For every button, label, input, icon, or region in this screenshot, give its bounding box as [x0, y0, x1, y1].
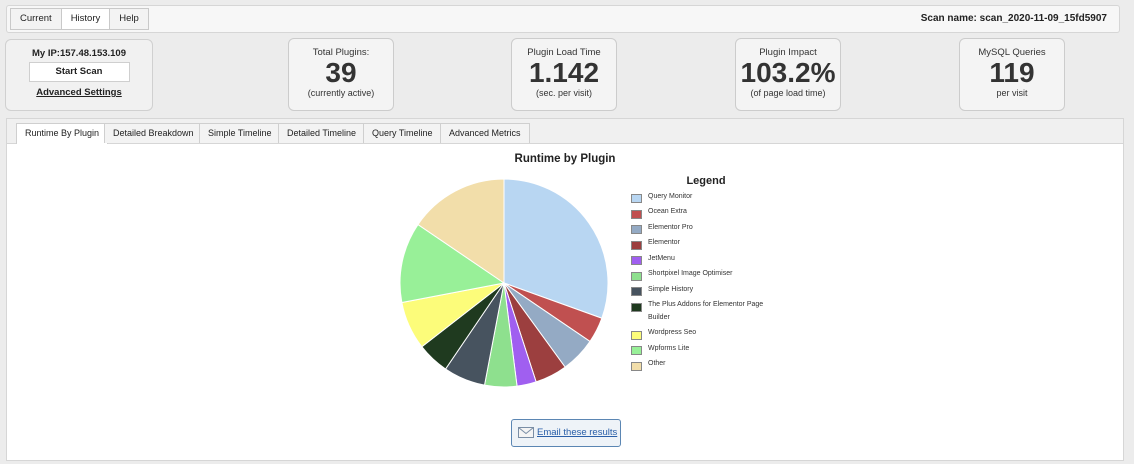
- legend-label: Simple History: [648, 285, 694, 293]
- chart-legend: Legend Query Monitor Ocean Extra Elementor…: [631, 175, 781, 376]
- tab-advanced-metrics[interactable]: Advanced Metrics: [440, 123, 530, 143]
- stat-sub: (of page load time): [750, 88, 826, 98]
- legend-item: Simple History: [631, 286, 781, 296]
- legend-item: Wpforms Lite: [631, 345, 781, 355]
- legend-swatch: [631, 271, 642, 281]
- legend-swatch: [631, 194, 642, 203]
- legend-swatch: [631, 361, 642, 371]
- pie-slice-query-monitor: [503, 178, 609, 319]
- my-ip: My IP:157.48.153.109: [31, 48, 126, 59]
- legend-swatch: [631, 240, 642, 250]
- pie-slice-wpforms-lite: [399, 223, 506, 304]
- email-results-label: Email these results: [537, 427, 618, 438]
- legend-item: Query Monitor: [631, 193, 781, 203]
- legend-item: Wordpress Seo: [631, 329, 781, 340]
- legend-item: Ocean Extra: [631, 208, 781, 219]
- stat-value: 119: [989, 57, 1035, 88]
- legend-label: Shortpixel Image Optimiser: [648, 270, 733, 277]
- stat-sub: (sec. per visit): [535, 88, 592, 98]
- legend-title: Legend: [686, 175, 726, 187]
- stat-label: Total Plugins:: [312, 47, 370, 58]
- legend-swatch: [631, 346, 642, 355]
- top-bar: Current History Help Scan name: scan_202…: [6, 5, 1120, 33]
- legend-item: Other: [631, 360, 781, 371]
- legend-item: Elementor Pro: [631, 224, 781, 234]
- nav-help[interactable]: Help: [109, 8, 149, 30]
- stat-mysql-queries: MySQL Queries 119 per visit: [959, 38, 1065, 111]
- envelope-icon: [518, 427, 534, 438]
- legend-label: Elementor Pro: [648, 223, 693, 231]
- stat-label: Plugin Impact: [759, 47, 817, 58]
- legend-item: JetMenu: [631, 255, 781, 265]
- nav-history[interactable]: History: [60, 8, 111, 30]
- legend-label: Other: [648, 360, 666, 367]
- tab-detailed-breakdown[interactable]: Detailed Breakdown: [104, 123, 203, 143]
- stat-sub: per visit: [996, 88, 1028, 98]
- start-scan-button[interactable]: Start Scan: [28, 62, 130, 82]
- stat-label: MySQL Queries: [978, 47, 1046, 58]
- runtime-pie-chart: [399, 178, 609, 388]
- stat-value: 1.142: [528, 57, 600, 88]
- legend-item: The Plus Addons for Elementor Page Build…: [631, 301, 781, 325]
- legend-label: Query Monitor: [648, 192, 693, 200]
- legend-swatch: [631, 209, 642, 219]
- ip-box: My IP:157.48.153.109 Start Scan Advanced…: [5, 39, 153, 111]
- legend-label: Ocean Extra: [648, 208, 687, 215]
- legend-swatch: [631, 302, 642, 312]
- tab-bar: Runtime By Plugin Detailed Breakdown Sim…: [7, 119, 1123, 144]
- email-results-button[interactable]: Email these results: [511, 419, 621, 447]
- pie-slice-other: [417, 178, 505, 284]
- legend-label: Wpforms Lite: [648, 344, 690, 352]
- tab-simple-timeline[interactable]: Simple Timeline: [199, 123, 281, 143]
- legend-swatch: [631, 256, 642, 265]
- stat-label: Plugin Load Time: [527, 47, 601, 58]
- legend-label: Elementor: [648, 239, 680, 246]
- legend-label: JetMenu: [648, 254, 675, 262]
- legend-label: Wordpress Seo: [648, 329, 697, 336]
- scan-name: Scan name: scan_2020-11-09_15fd5907: [920, 13, 1107, 24]
- stat-value: 103.2%: [740, 57, 836, 88]
- stat-value: 39: [325, 57, 357, 88]
- legend-swatch: [631, 330, 642, 340]
- nav-current[interactable]: Current: [10, 8, 62, 30]
- legend-swatch: [631, 287, 642, 296]
- stat-total-plugins: Total Plugins: 39 (currently active): [288, 38, 394, 111]
- stat-plugin-load-time: Plugin Load Time 1.142 (sec. per visit): [511, 38, 617, 111]
- stat-plugin-impact: Plugin Impact 103.2% (of page load time): [735, 38, 841, 111]
- tab-runtime-by-plugin[interactable]: Runtime By Plugin: [16, 123, 109, 144]
- legend-swatch: [631, 225, 642, 234]
- tab-detailed-timeline[interactable]: Detailed Timeline: [278, 123, 366, 143]
- chart-title: Runtime by Plugin: [514, 153, 616, 165]
- top-nav: Current History Help: [10, 8, 149, 30]
- advanced-settings-link[interactable]: Advanced Settings: [36, 87, 122, 98]
- tab-query-timeline[interactable]: Query Timeline: [363, 123, 442, 143]
- stat-sub: (currently active): [307, 88, 375, 98]
- legend-item: Shortpixel Image Optimiser: [631, 270, 781, 281]
- results-panel: Runtime By Plugin Detailed Breakdown Sim…: [6, 118, 1124, 461]
- legend-label: The Plus Addons for Elementor Page Build…: [648, 301, 764, 321]
- legend-item: Elementor: [631, 239, 781, 250]
